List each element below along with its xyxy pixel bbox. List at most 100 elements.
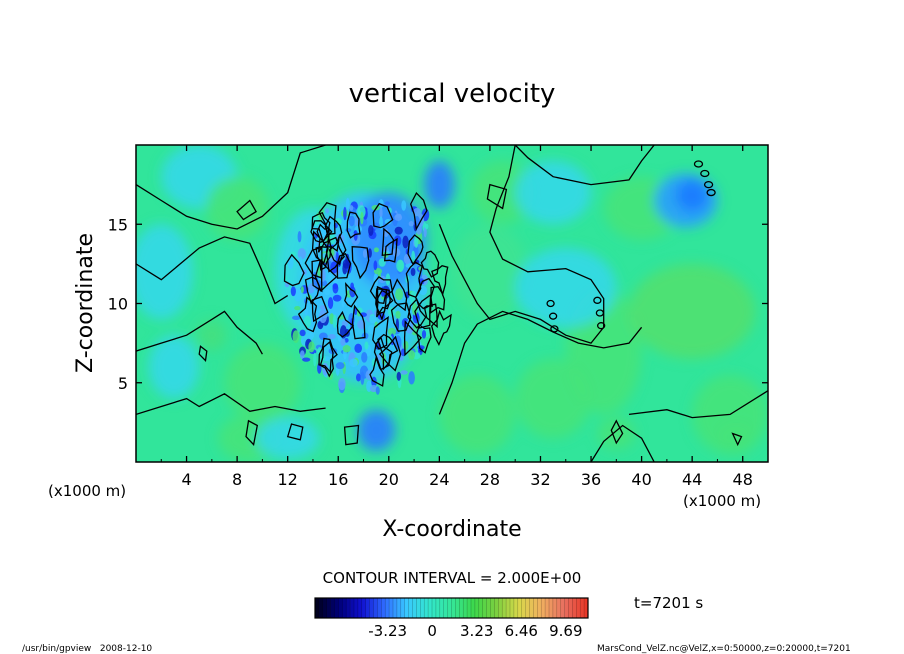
core-cell: [394, 226, 403, 235]
contour-line: [597, 322, 606, 330]
colorbar-cell: [315, 598, 320, 618]
field-blob: [196, 319, 228, 352]
colorbar: -3.23 0 3.23 6.46 9.69: [314, 597, 589, 640]
colorbar-cell: [502, 598, 507, 618]
contour-line: [373, 335, 393, 371]
contour-line: [376, 285, 391, 318]
field-blob: [717, 422, 756, 455]
colorbar-cell: [447, 598, 452, 618]
core-cell: [353, 230, 358, 241]
colorbar-cell: [467, 598, 472, 618]
colorbar-cell: [346, 598, 351, 618]
x-tick-label: 28: [480, 470, 500, 489]
contour-line: [316, 223, 330, 253]
core-cell: [294, 305, 301, 311]
core-cell: [317, 347, 323, 357]
y-tick-label: 5: [118, 374, 128, 393]
contour-line: [381, 227, 395, 257]
contour-line: [336, 310, 355, 338]
core-cell: [343, 206, 347, 221]
colorbar-cell: [568, 598, 573, 618]
core-cell: [423, 226, 427, 238]
contour-line: [438, 310, 643, 415]
core-cell: [369, 384, 378, 393]
contour-line: [383, 237, 398, 263]
colorbar-cell: [506, 598, 511, 618]
colorbar-cell: [435, 598, 441, 618]
field-blob: [439, 374, 516, 455]
colorbar-cell: [572, 598, 577, 618]
contour-line: [343, 424, 360, 446]
colorbar-cell: [494, 598, 499, 618]
contour-line: [700, 169, 710, 178]
contour-line: [346, 211, 361, 239]
colorbar-cell: [385, 598, 390, 618]
field-blob: [452, 224, 528, 320]
contour-line: [136, 393, 326, 416]
core-cell: [357, 205, 366, 219]
field-blob: [424, 160, 455, 209]
contour-line: [328, 233, 347, 266]
core-cell: [411, 250, 416, 265]
core-cell: [362, 249, 368, 258]
core-cell: [335, 362, 345, 370]
contour-line: [344, 281, 359, 308]
contour-line: [409, 192, 428, 232]
colorbar-cell: [354, 598, 359, 618]
time-label: t=7201 s: [634, 594, 703, 612]
y-axis: 5 10 15: [108, 215, 768, 393]
core-cell: [375, 386, 380, 395]
core-cell: [354, 343, 363, 354]
colorbar-cell: [393, 598, 398, 618]
colorbar-cell: [564, 598, 569, 618]
core-cell: [332, 283, 338, 290]
colorbar-cell: [412, 598, 417, 618]
core-cell: [403, 340, 409, 351]
core-cell: [348, 215, 355, 227]
footer-left: /usr/bin/gpview 2008-12-10: [22, 644, 152, 654]
contour-interval-text: CONTOUR INTERVAL = 2.000E+00: [323, 569, 582, 587]
x-axis: 4 8 12 16 20 24 28 32 36 40 44 48: [160, 145, 753, 489]
colorbar-cell: [357, 598, 363, 618]
core-cell: [300, 286, 304, 294]
contour-line: [514, 145, 655, 186]
colorbar-cell: [545, 598, 550, 618]
colorbar-cell: [552, 598, 558, 618]
plot-area: [136, 145, 768, 462]
core-cell: [395, 310, 401, 319]
core-cell: [342, 259, 351, 269]
contour-line: [311, 230, 329, 264]
colorbar-cell: [389, 598, 394, 618]
x-tick-label: 36: [581, 470, 601, 489]
contour-line: [486, 183, 508, 210]
core-cell: [349, 205, 354, 211]
core-cell: [319, 305, 327, 310]
colorbar-cell: [377, 598, 382, 618]
core-cell: [360, 371, 365, 385]
colorbar-cell: [432, 598, 437, 618]
core-cell: [408, 371, 415, 385]
core-cell: [367, 324, 375, 335]
colorbar-cell: [365, 598, 370, 618]
colorbar-cell: [517, 598, 522, 618]
core-cell: [424, 223, 429, 230]
core-cell: [367, 248, 372, 258]
colorbar-cell: [556, 598, 561, 618]
core-cell: [373, 260, 378, 271]
chart-title: vertical velocity: [349, 79, 556, 109]
colorbar-cell: [404, 598, 409, 618]
x-tick-label: 20: [379, 470, 399, 489]
core-cell: [361, 351, 368, 363]
colorbar-cell: [521, 598, 526, 618]
colorbar-cell: [455, 598, 460, 618]
x-tick-label: 32: [530, 470, 550, 489]
x-tick-label: 24: [429, 470, 449, 489]
colorbar-cell: [416, 598, 421, 618]
core-cell: [299, 350, 305, 360]
core-cell: [396, 259, 405, 272]
core-cell: [402, 235, 409, 249]
core-cell: [408, 350, 416, 360]
colorbar-cell: [459, 598, 464, 618]
field-blob: [675, 179, 709, 212]
core-cell: [421, 329, 427, 339]
